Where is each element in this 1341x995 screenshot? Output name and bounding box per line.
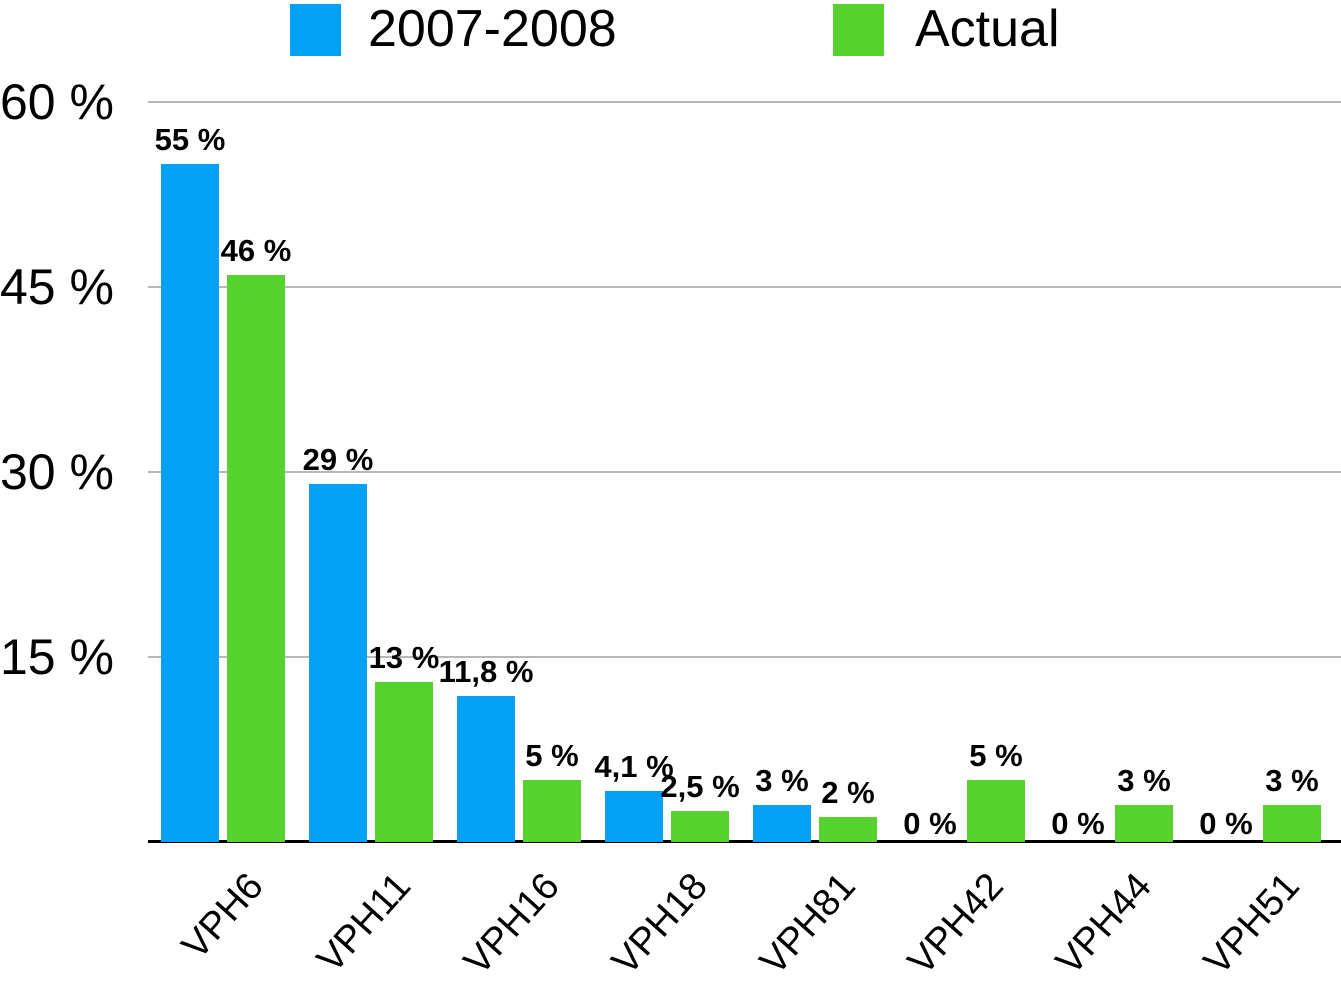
- x-axis-line: [148, 840, 1341, 843]
- bar-value-label: 13 %: [368, 640, 440, 675]
- x-tick-label: VPH11: [309, 865, 420, 981]
- x-tick-label: VPH44: [1047, 865, 1160, 983]
- bar: [1263, 805, 1321, 842]
- bar: [227, 275, 285, 842]
- bar: [753, 805, 811, 842]
- bar-value-label: 3 %: [755, 763, 809, 798]
- y-tick-label: 45 %: [0, 259, 114, 315]
- y-gridline: [148, 471, 1341, 473]
- legend-label-2007-2008: 2007-2008: [368, 0, 617, 58]
- x-tick-label: VPH81: [751, 865, 864, 983]
- bar-value-label: 29 %: [302, 442, 374, 477]
- bar: [671, 811, 729, 842]
- y-tick-label: 15 %: [0, 629, 114, 685]
- bar-value-label: 5 %: [969, 738, 1023, 773]
- bar-value-label: 3 %: [1265, 763, 1319, 798]
- bar-value-label: 3 %: [1117, 763, 1171, 798]
- bar: [523, 780, 581, 842]
- bar-value-label: 11,8 %: [438, 654, 534, 689]
- x-tick-label: VPH16: [455, 865, 568, 983]
- legend-label-actual: Actual: [915, 0, 1060, 58]
- bar-value-label: 0 %: [903, 806, 957, 841]
- y-gridline: [148, 286, 1341, 288]
- bar: [967, 780, 1025, 842]
- x-tick-label: VPH51: [1195, 865, 1308, 983]
- x-tick-label: VPH42: [899, 865, 1012, 983]
- bar: [605, 791, 663, 842]
- bar: [819, 817, 877, 842]
- bar: [309, 484, 367, 842]
- bar: [457, 696, 515, 842]
- bar: [161, 164, 219, 842]
- bar-value-label: 2 %: [821, 775, 875, 810]
- legend-swatch-2007-2008: [290, 4, 341, 56]
- bar: [375, 682, 433, 842]
- bar-value-label: 2,5 %: [660, 769, 740, 804]
- y-tick-label: 30 %: [0, 444, 114, 500]
- bar-value-label: 46 %: [220, 233, 292, 268]
- y-gridline: [148, 656, 1341, 658]
- x-tick-label: VPH18: [603, 865, 716, 983]
- bar-value-label: 0 %: [1051, 806, 1105, 841]
- bar: [1115, 805, 1173, 842]
- y-tick-label: 60 %: [0, 74, 114, 130]
- bar-value-label: 55 %: [154, 122, 226, 157]
- bar-value-label: 4,1 %: [594, 749, 674, 784]
- y-gridline: [148, 101, 1341, 103]
- x-tick-label: VPH6: [173, 865, 272, 968]
- bar-value-label: 0 %: [1199, 806, 1253, 841]
- bar-value-label: 5 %: [525, 738, 579, 773]
- legend-swatch-actual: [833, 4, 884, 56]
